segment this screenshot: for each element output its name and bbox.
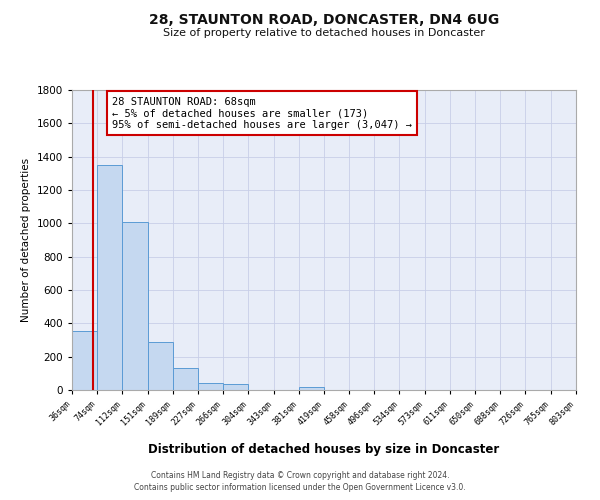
Y-axis label: Number of detached properties: Number of detached properties bbox=[21, 158, 31, 322]
Bar bbox=[299, 386, 323, 390]
Text: 28, STAUNTON ROAD, DONCASTER, DN4 6UG: 28, STAUNTON ROAD, DONCASTER, DN4 6UG bbox=[149, 12, 499, 26]
Text: Contains public sector information licensed under the Open Government Licence v3: Contains public sector information licen… bbox=[134, 484, 466, 492]
Text: Size of property relative to detached houses in Doncaster: Size of property relative to detached ho… bbox=[163, 28, 485, 38]
Text: Contains HM Land Registry data © Crown copyright and database right 2024.: Contains HM Land Registry data © Crown c… bbox=[151, 471, 449, 480]
Bar bbox=[223, 384, 248, 390]
Bar bbox=[173, 368, 197, 390]
Bar bbox=[72, 331, 97, 390]
Bar bbox=[122, 222, 148, 390]
Bar bbox=[97, 165, 122, 390]
Bar bbox=[197, 382, 223, 390]
Text: Distribution of detached houses by size in Doncaster: Distribution of detached houses by size … bbox=[148, 442, 500, 456]
Bar bbox=[148, 342, 173, 390]
Text: 28 STAUNTON ROAD: 68sqm
← 5% of detached houses are smaller (173)
95% of semi-de: 28 STAUNTON ROAD: 68sqm ← 5% of detached… bbox=[112, 96, 412, 130]
